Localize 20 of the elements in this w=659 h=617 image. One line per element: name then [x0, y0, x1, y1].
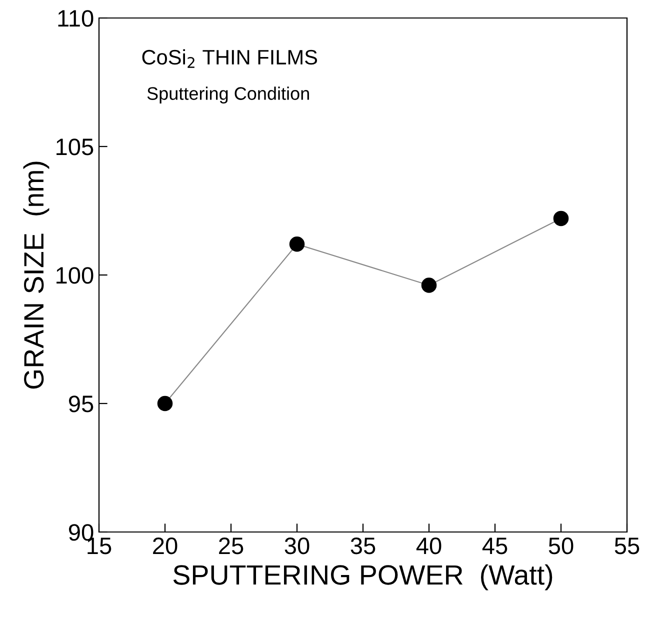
point [421, 278, 437, 293]
point [157, 396, 173, 412]
y-tick-label: 110 [58, 10, 94, 27]
x-tick-label: 55 [614, 538, 640, 554]
x-tick-label: 25 [219, 537, 244, 554]
point [553, 210, 569, 226]
x-tick-label: 30 [284, 537, 310, 554]
x-axis-title: SPUTTERING POWER (Watt) [173, 564, 552, 590]
y-tick-label: 95 [68, 396, 94, 412]
text: Sputtering Condition [147, 86, 309, 104]
text: CoSi$_{2}$ THIN FILMS [142, 49, 318, 68]
x-tick-label: 35 [350, 537, 376, 554]
x-tick-label: 45 [482, 538, 508, 554]
y-tick-label: 100 [56, 267, 94, 284]
x-tick-label: 50 [548, 537, 574, 554]
x-tick-label: 40 [416, 537, 442, 554]
x-tick-label: 20 [153, 537, 178, 554]
y-axis-title: GRAIN SIZE (nm) [23, 162, 50, 389]
point [289, 236, 305, 252]
y-tick-label: 105 [56, 138, 94, 156]
